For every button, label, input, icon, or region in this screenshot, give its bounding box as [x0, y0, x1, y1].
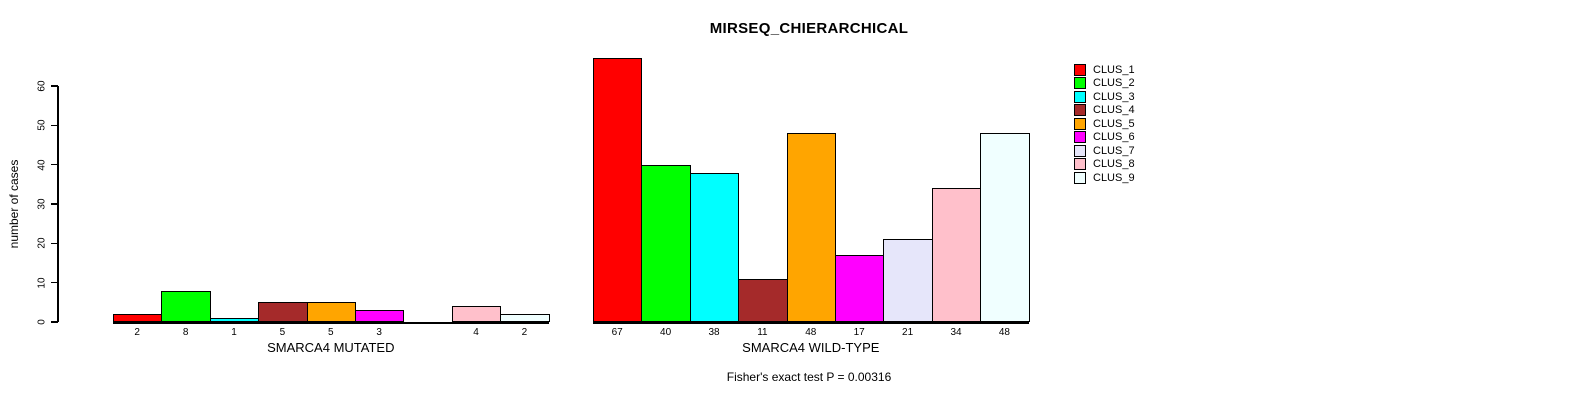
bar-value-label: 3 — [376, 327, 382, 338]
legend-label: CLUS_3 — [1093, 90, 1135, 103]
y-axis-tick-label: 20 — [36, 237, 48, 249]
cluster-bar-clus_2 — [641, 164, 691, 322]
legend-label: CLUS_2 — [1093, 77, 1135, 90]
cluster-bar-clus_6 — [835, 255, 885, 322]
cluster-bar-clus_2 — [161, 290, 211, 322]
y-axis-tick-label: 50 — [36, 119, 48, 131]
legend-swatch-clus_3 — [1074, 90, 1086, 103]
bar-value-label: 48 — [998, 327, 1010, 338]
cluster-bar-clus_9 — [980, 133, 1030, 322]
legend-label: CLUS_9 — [1093, 171, 1135, 184]
bar-value-label: 8 — [182, 327, 189, 338]
bar-value-label: 2 — [134, 327, 140, 338]
bar-value-label: 40 — [660, 327, 672, 338]
y-axis-title: number of cases — [7, 159, 21, 249]
y-axis-tick-label: 0 — [36, 319, 48, 325]
y-axis-tick — [51, 85, 58, 87]
legend-swatch-clus_4 — [1074, 104, 1086, 117]
y-axis-tick — [51, 124, 58, 127]
cluster-bar-clus_7 — [883, 239, 933, 322]
y-axis-tick — [51, 203, 58, 205]
legend-label: CLUS_4 — [1093, 104, 1135, 117]
y-axis-tick — [51, 163, 58, 166]
cluster-bar-clus_1 — [593, 58, 643, 322]
y-axis-tick — [51, 242, 58, 245]
legend-label: CLUS_1 — [1093, 64, 1135, 76]
bar-value-label: 11 — [757, 327, 768, 338]
y-axis-tick — [51, 281, 58, 284]
group-baseline — [593, 322, 1029, 324]
y-axis-tick — [51, 321, 58, 323]
legend-label: CLUS_6 — [1093, 131, 1135, 144]
bar-value-label: 5 — [279, 327, 286, 338]
y-axis-tick-label: 10 — [36, 277, 48, 289]
cluster-bar-clus_8 — [931, 188, 982, 322]
cluster-bar-clus_4 — [258, 302, 308, 322]
bar-value-label: 21 — [902, 327, 914, 338]
legend-swatch-clus_9 — [1074, 171, 1086, 184]
legend-label: CLUS_7 — [1093, 144, 1135, 157]
bar-value-label: 48 — [805, 327, 817, 338]
cluster-bar-clus_3 — [209, 318, 260, 322]
legend-swatch-clus_6 — [1074, 131, 1086, 144]
bar-value-label: 34 — [950, 327, 962, 338]
cluster-bar-clus_3 — [689, 172, 740, 322]
legend-swatch-clus_2 — [1074, 77, 1086, 90]
bar-value-label: 2 — [521, 327, 528, 338]
cluster-bar-clus_6 — [355, 310, 405, 322]
cluster-bar-clus_4 — [738, 278, 788, 322]
bar-value-label: 5 — [328, 327, 334, 338]
legend-swatch-clus_8 — [1074, 158, 1086, 171]
y-axis-tick-label: 40 — [36, 159, 48, 171]
cluster-bar-clus_5 — [786, 133, 836, 322]
legend-swatch-clus_5 — [1074, 117, 1086, 130]
legend-label: CLUS_5 — [1093, 117, 1135, 130]
bar-value-label: 67 — [611, 327, 623, 338]
fisher-test-annotation: Fisher's exact test P = 0.00316 — [726, 370, 892, 384]
cluster-bar-clus_9 — [500, 314, 550, 322]
bar-value-label: 1 — [231, 327, 237, 338]
cluster-bar-clus_5 — [306, 302, 356, 322]
y-axis-tick-label: 30 — [36, 198, 48, 210]
cluster-bar-clus_8 — [451, 306, 502, 322]
legend-swatch-clus_1 — [1074, 64, 1086, 76]
y-axis-tick-label: 60 — [36, 80, 48, 92]
bar-value-label: 4 — [473, 327, 479, 338]
group-baseline — [113, 322, 549, 324]
bar-value-label: 38 — [708, 327, 720, 338]
cluster-bar-clus_1 — [113, 314, 163, 322]
bar-value-label: 17 — [853, 327, 865, 338]
x-group-label: SMARCA4 WILD-TYPE — [742, 340, 880, 355]
legend-swatch-clus_7 — [1074, 144, 1086, 157]
legend-label: CLUS_8 — [1093, 158, 1135, 171]
chart-title: MIRSEQ_CHIERARCHICAL — [709, 20, 909, 37]
x-group-label: SMARCA4 MUTATED — [267, 340, 395, 355]
